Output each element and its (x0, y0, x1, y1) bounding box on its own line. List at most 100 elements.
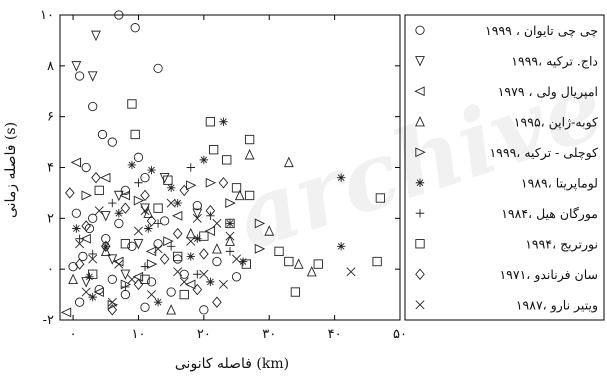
data-point-plus (193, 270, 202, 279)
data-point-plus (166, 242, 176, 251)
data-point-asterisk (153, 298, 163, 307)
data-point-asterisk (127, 160, 137, 170)
data-point-triangle-left (185, 279, 196, 290)
data-point-circle (199, 305, 209, 315)
data-point-square (88, 269, 98, 279)
data-point-plus (121, 282, 130, 292)
data-point-circle (231, 272, 242, 282)
y-tick-label: ۴ (47, 161, 54, 176)
legend-marker-cross (415, 300, 425, 310)
y-tick-label: ۰ (47, 262, 54, 277)
data-point-asterisk (193, 234, 202, 243)
data-point-circle (114, 10, 124, 20)
data-point-plus (140, 262, 150, 271)
legend-label: ۱۹۹۴، نورتریج (525, 236, 598, 252)
y-tick-label: ۶ (47, 110, 54, 125)
data-point-square (163, 175, 173, 185)
y-tick-label: -۲ (43, 313, 54, 328)
data-point-triangle-down (120, 269, 131, 281)
data-point-asterisk (238, 257, 248, 266)
x-axis-label: فاصله کانونی (km) (175, 356, 289, 372)
data-point-cross (127, 274, 137, 284)
data-point-square (130, 129, 140, 140)
data-point-square (209, 145, 219, 155)
data-point-triangle-right (254, 218, 266, 229)
data-point-triangle-down (133, 239, 144, 250)
data-point-triangle-left (119, 190, 131, 201)
legend-marker-plus (415, 209, 425, 218)
data-point-diamond (172, 227, 183, 240)
data-point-asterisk (173, 198, 182, 208)
data-point-triangle-right (146, 259, 158, 269)
data-point-cross (140, 206, 150, 216)
data-point-asterisk (144, 224, 153, 233)
data-point-triangle-left (60, 307, 72, 318)
data-point-triangle-down (91, 30, 101, 42)
data-point-asterisk (88, 292, 97, 302)
data-point-asterisk (147, 165, 156, 175)
data-point-circle (192, 200, 202, 211)
data-point-square (313, 259, 323, 269)
data-point-diamond (179, 184, 190, 197)
legend-label: ۱۹۸۹، لوماپریتا (521, 175, 598, 191)
data-point-cross (232, 254, 242, 264)
data-point-circle (74, 297, 85, 307)
data-point-triangle-right (133, 195, 145, 206)
data-point-diamond (81, 220, 91, 232)
data-point-diamond (107, 304, 118, 316)
data-point-triangle-up (234, 189, 245, 201)
axis-ticks: ۰ ۱۰ ۲۰ ۳۰ ۴۰ ۵۰ -۲ ۰ ۲ ۴ ۶ ۸ ۱۰ (40, 8, 407, 342)
data-point-asterisk (72, 224, 81, 233)
data-point-diamond (74, 258, 85, 270)
data-point-circle (97, 129, 108, 140)
data-point-square (222, 155, 232, 165)
data-point-triangle-down (81, 277, 92, 288)
data-point-plus (75, 234, 84, 243)
data-point-triangle-up (264, 225, 275, 236)
legend-marker-triangle-up (415, 115, 425, 127)
data-point-square (241, 259, 251, 269)
data-point-diamond (140, 189, 150, 202)
data-point-circle (173, 254, 183, 264)
legend-marker-diamond (415, 268, 425, 280)
data-point-cross (186, 236, 196, 246)
data-point-diamond (120, 202, 131, 214)
data-point-asterisk (166, 183, 176, 193)
legend-box (404, 14, 605, 321)
data-point-cross (199, 269, 209, 279)
legend-label: ۱۹۹۹ ، چی چی تایوان (485, 23, 598, 39)
data-point-diamond (205, 205, 216, 217)
data-point-triangle-right (81, 190, 92, 201)
data-point-square (372, 256, 382, 267)
legend: ۱۹۹۹ ، چی چی تایوان ۱۹۹۹، داج. ترکیه ۱۹۷۹ … (414, 23, 599, 313)
data-point-asterisk (336, 173, 346, 182)
data-point-triangle-up (185, 227, 196, 239)
data-point-circle (127, 241, 137, 251)
x-tick-label: ۳۰ (262, 327, 276, 342)
data-point-diamond (133, 278, 144, 291)
data-point-cross (147, 290, 157, 300)
data-point-circle (114, 218, 124, 229)
data-point-triangle-left (171, 210, 183, 221)
data-point-triangle-up (283, 156, 294, 168)
data-point-circle (140, 173, 150, 183)
data-point-circle (120, 185, 131, 196)
data-point-diamond (100, 240, 111, 252)
data-point-square (274, 246, 284, 257)
data-point-triangle-left (100, 172, 111, 183)
data-point-cross (107, 297, 117, 307)
data-point-circle (81, 162, 91, 173)
data-point-circle (78, 251, 88, 262)
data-point-triangle-down (87, 71, 98, 82)
x-tick-label: ۱۰ (131, 327, 145, 342)
legend-label: ۱۹۹۹، داج. ترکیه (511, 53, 598, 69)
data-point-cross (212, 218, 222, 228)
data-point-asterisk (186, 252, 195, 261)
data-point-triangle-up (225, 235, 235, 246)
data-point-square (199, 231, 209, 241)
data-point-triangle-right (205, 177, 217, 188)
data-point-plus (134, 178, 143, 187)
data-point-cross (173, 267, 183, 277)
x-tick-label: ۲۰ (197, 327, 211, 342)
data-point-cross (192, 213, 202, 223)
